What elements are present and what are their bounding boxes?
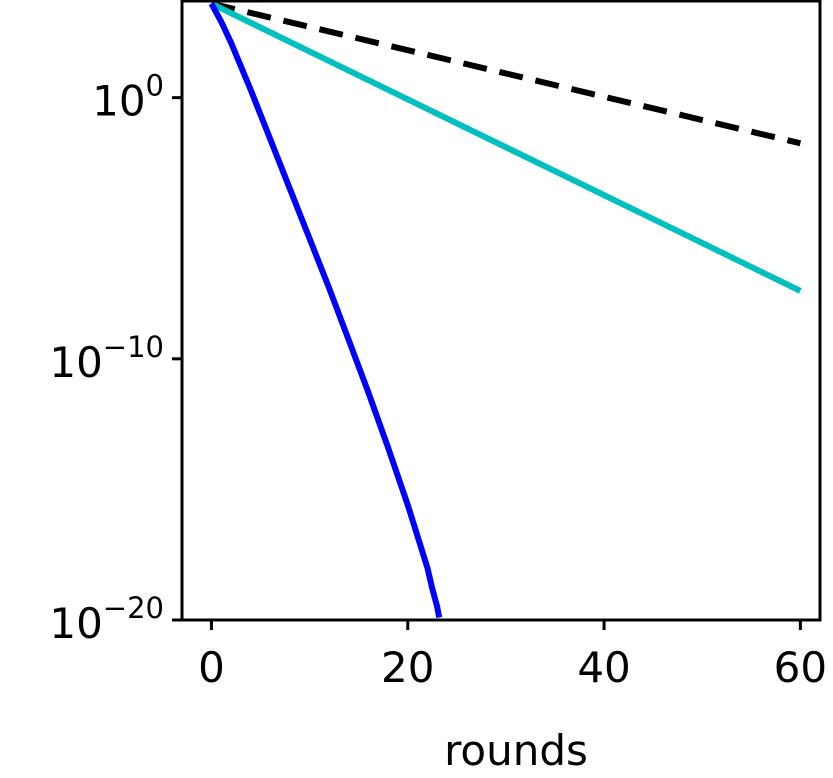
x-tick-label: 60	[774, 643, 827, 692]
y-tick-label: 100	[92, 69, 164, 126]
x-tick-label: 40	[577, 643, 630, 692]
y-tick-label: 10−10	[49, 330, 164, 387]
x-tick-label: 0	[198, 643, 225, 692]
plot-frame	[180, 0, 822, 622]
series-line-3	[208, 2, 443, 618]
x-axis: 0 20 40 60	[198, 620, 827, 692]
y-tick-label: 10−20	[49, 591, 164, 648]
series-line-1	[210, 0, 802, 147]
x-axis-label: rounds	[444, 726, 588, 775]
series-layer	[208, 0, 802, 618]
y-axis: 100 10−10 10−20	[49, 69, 182, 648]
x-tick-label: 20	[381, 643, 434, 692]
series-line-2	[210, 0, 802, 294]
